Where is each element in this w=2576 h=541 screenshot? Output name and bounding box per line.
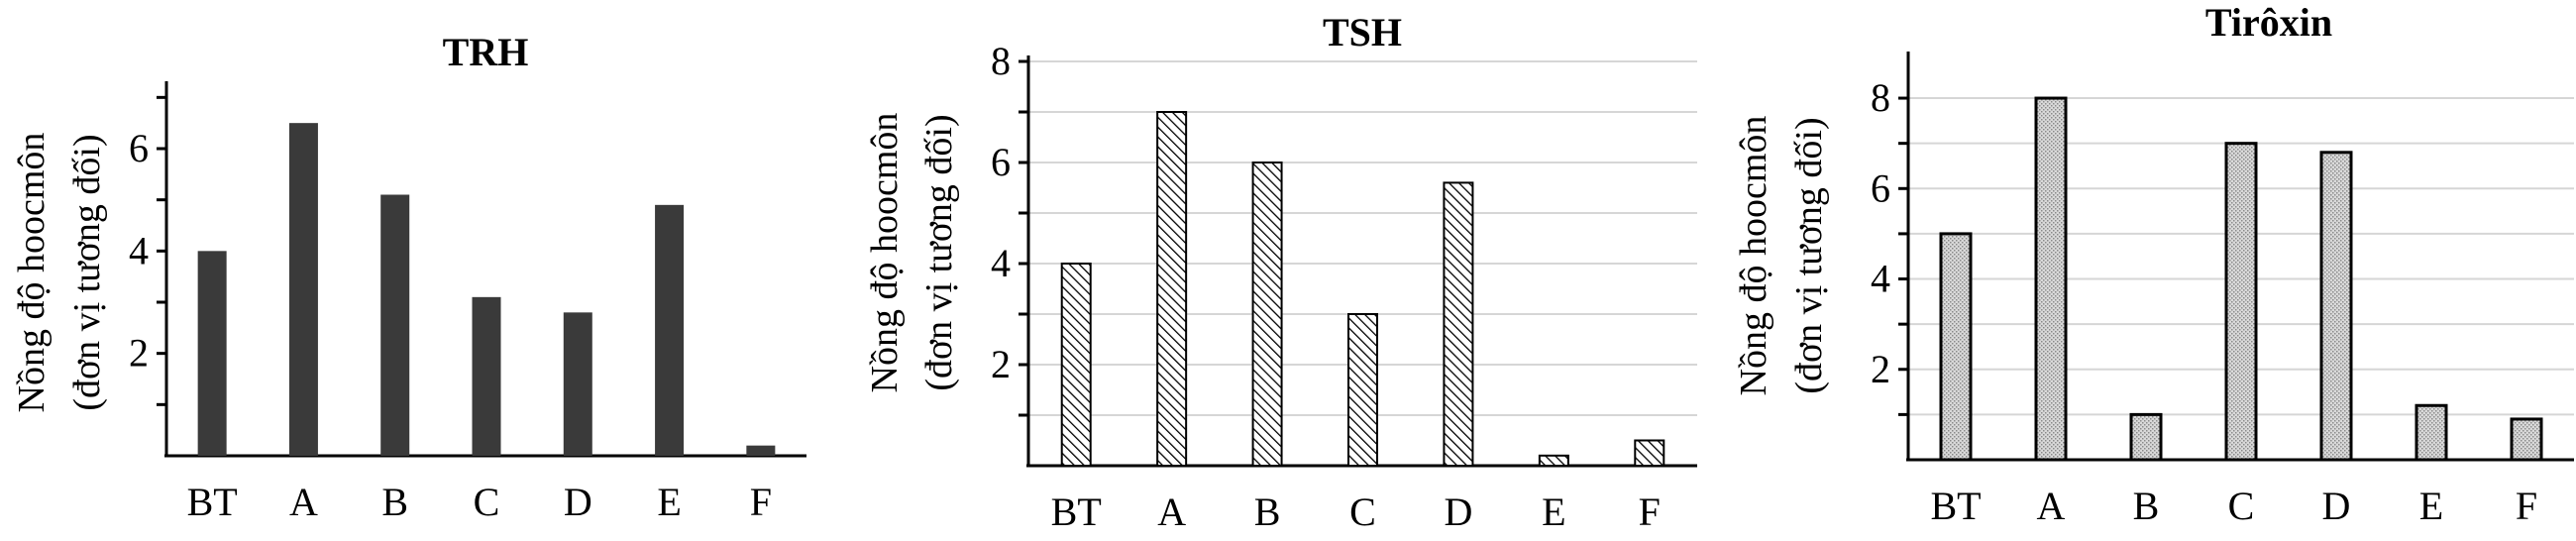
bar-f xyxy=(746,445,776,456)
x-tick-label: A xyxy=(2037,484,2066,528)
chart-2: TSH Nồng độ hoocmôn (đơn vị tương đối) 2 4 6 8… xyxy=(864,10,1697,534)
x-tick-label: C xyxy=(474,480,500,524)
bar-c xyxy=(1347,313,1378,467)
x-tick-label: D xyxy=(564,480,592,524)
y-tick-label: 8 xyxy=(991,39,1011,83)
x-tick-label: F xyxy=(750,480,772,524)
x-tick-label: BT xyxy=(1930,484,1981,528)
bar-e xyxy=(1538,454,1569,467)
x-tick-label: B xyxy=(381,480,408,524)
y-axis-label-unit: (đơn vị tương đối) xyxy=(66,134,108,410)
bar-e xyxy=(655,204,685,456)
x-tick-label: F xyxy=(1639,489,1661,534)
y-tick-label: 2 xyxy=(1871,347,1890,391)
bar-bt xyxy=(197,251,227,456)
y-axis-label: Nồng độ hoocmôn xyxy=(1733,116,1774,396)
chart-title: TSH xyxy=(1323,10,1402,54)
bar-bt xyxy=(1060,263,1092,467)
bar-a xyxy=(288,123,318,457)
x-tick-label: D xyxy=(1444,489,1472,534)
y-axis-label-unit: (đơn vị tương đối) xyxy=(918,114,960,390)
bar-b xyxy=(380,194,410,456)
y-tick-label: 8 xyxy=(1871,75,1890,120)
x-tick-label: BT xyxy=(1051,489,1102,534)
y-axis-label-unit: (đơn vị tương đối) xyxy=(1788,117,1830,393)
y-tick-label: 6 xyxy=(1871,165,1890,210)
x-tick-label: C xyxy=(2228,484,2255,528)
bar-d xyxy=(2319,151,2353,462)
bar-b xyxy=(1251,162,1283,467)
bar-bt xyxy=(1939,232,1973,462)
x-tick-label: C xyxy=(1349,489,1376,534)
x-tick-label: B xyxy=(1254,489,1281,534)
x-tick-label: F xyxy=(2516,484,2537,528)
x-tick-label: D xyxy=(2322,484,2351,528)
chart-1: TRH Nồng độ hoocmôn (đơn vị tương đối) 2 4 6 B… xyxy=(11,30,806,524)
x-tick-label: E xyxy=(1542,489,1565,534)
y-axis-label: Nồng độ hoocmôn xyxy=(864,113,906,393)
x-tick-label: E xyxy=(657,480,681,524)
bar-a xyxy=(2034,96,2068,462)
bar-c xyxy=(472,296,501,456)
chart-title: TRH xyxy=(443,30,529,74)
y-tick-label: 4 xyxy=(991,241,1011,285)
y-tick-label: 4 xyxy=(1871,257,1890,301)
x-tick-label: E xyxy=(2419,484,2443,528)
bar-c xyxy=(2224,142,2258,462)
chart-title: Tirôxin xyxy=(2205,0,2332,45)
bar-a xyxy=(1156,111,1188,467)
bar-b xyxy=(2129,412,2163,462)
y-tick-label: 6 xyxy=(991,140,1011,184)
bar-f xyxy=(1634,439,1665,467)
bar-e xyxy=(2415,403,2448,462)
x-tick-label: BT xyxy=(187,480,238,524)
x-tick-label: B xyxy=(2133,484,2160,528)
x-tick-label: A xyxy=(289,480,318,524)
y-tick-label: 4 xyxy=(129,228,149,272)
x-tick-label: A xyxy=(1157,489,1186,534)
y-tick-label: 2 xyxy=(991,342,1011,386)
bar-d xyxy=(1443,181,1474,467)
y-tick-label: 6 xyxy=(129,126,149,170)
y-tick-label: 2 xyxy=(129,331,149,376)
chart-3: Tirôxin Nồng độ hoocmôn (đơn vị tương đối)… xyxy=(1733,0,2574,528)
bar-f xyxy=(2510,417,2543,462)
y-axis-label: Nồng độ hoocmôn xyxy=(11,133,53,413)
bar-d xyxy=(563,312,592,456)
